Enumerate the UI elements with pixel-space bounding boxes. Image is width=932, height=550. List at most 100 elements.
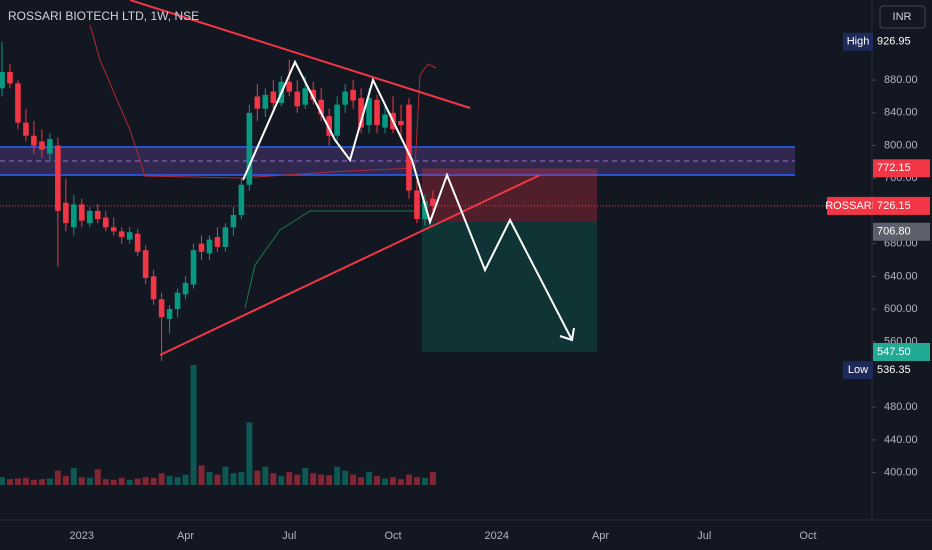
candle-body <box>398 121 404 126</box>
volume-bar <box>70 468 77 485</box>
stop-zone <box>422 168 597 222</box>
x-tick-label: Oct <box>799 530 816 542</box>
volume-bar <box>262 466 269 485</box>
volume-bar <box>302 468 309 485</box>
candle-body <box>94 210 101 220</box>
entry-label: 706.80 <box>877 226 911 238</box>
candle-body <box>286 81 293 92</box>
high-label-box <box>873 32 930 51</box>
candle-body <box>302 88 309 105</box>
candle-body <box>342 91 348 105</box>
volume-bar <box>318 474 325 485</box>
candle-body <box>230 215 237 228</box>
volume-bar <box>230 473 237 485</box>
volume-bar <box>270 473 277 485</box>
moving-average <box>89 24 437 179</box>
high-label-tag <box>843 32 873 51</box>
candle-body <box>430 198 436 206</box>
candle-body <box>406 104 412 191</box>
volume-bar <box>206 471 213 485</box>
volume-bar <box>350 474 357 485</box>
candle-body <box>222 227 229 247</box>
labels-layer: High 926.95 772.15 ROSSARI 726.15 706.80 547.5… <box>825 32 930 380</box>
volume-bar <box>286 471 293 485</box>
currency-box[interactable] <box>879 5 926 29</box>
x-tick-label: Apr <box>592 530 609 542</box>
volume-bar <box>6 479 13 485</box>
y-tick-label: 480.00 <box>884 401 918 413</box>
volume-bar <box>142 477 149 485</box>
volume-bar <box>334 466 341 485</box>
candle-body <box>326 116 332 136</box>
candle-body <box>214 237 221 247</box>
y-tick-label: 440.00 <box>884 434 918 446</box>
low-label-box <box>873 361 930 380</box>
volume-bar <box>94 469 101 485</box>
candle-body <box>254 96 261 109</box>
last-price-label-tag-text: ROSSARI <box>825 200 875 212</box>
candle-body <box>79 204 85 221</box>
volume-bar <box>238 471 245 485</box>
high-label: 926.95 <box>877 36 911 48</box>
trend-line <box>129 0 471 109</box>
volume-bar <box>382 478 389 485</box>
candle-body <box>270 91 277 104</box>
back-layer <box>0 24 872 352</box>
target-zone <box>422 221 597 352</box>
volume-bar <box>110 479 117 485</box>
target-label-box <box>873 342 930 361</box>
volume-bar <box>198 465 205 485</box>
candle-body <box>118 231 125 238</box>
volume-bar <box>62 475 69 485</box>
volume-bar <box>174 477 181 485</box>
stop-label-box <box>873 159 930 178</box>
y-tick-label: 640.00 <box>884 270 918 282</box>
volume-bar <box>358 477 365 485</box>
candle-body <box>71 204 77 228</box>
chart-title: ROSSARI BIOTECH LTD, 1W, NSE <box>8 9 199 23</box>
x-tick-label: 2023 <box>70 530 94 542</box>
candle-body <box>150 276 157 300</box>
candle-body <box>31 135 37 146</box>
candle-body <box>39 141 45 150</box>
volume-bar <box>46 478 53 485</box>
volume-bar <box>390 477 397 485</box>
candle-body <box>23 122 29 136</box>
x-tick-label: Apr <box>177 530 194 542</box>
candle-body <box>166 309 173 319</box>
marks-layer <box>0 41 436 485</box>
target-label: 547.50 <box>877 346 911 358</box>
volume-bar <box>118 477 125 485</box>
volume-bar <box>22 477 29 485</box>
candle-body <box>55 145 61 211</box>
candle-body <box>350 89 356 101</box>
arrow-head <box>559 327 575 342</box>
volume-bar <box>166 475 173 485</box>
stop-label: 772.15 <box>877 162 911 174</box>
volume-bar <box>54 470 61 485</box>
volume-bar <box>222 466 229 485</box>
candle-body <box>310 89 317 100</box>
volume-bar <box>14 478 21 485</box>
high-label-tag-text: High <box>847 36 870 48</box>
candle-body <box>414 190 420 220</box>
x-tick-label: Oct <box>384 530 401 542</box>
volume-bar <box>374 475 381 485</box>
candle-body <box>382 114 388 128</box>
y-tick-label: 880.00 <box>884 74 918 86</box>
volume-bar <box>78 477 85 485</box>
volume-bar <box>405 474 412 485</box>
currency: INR <box>893 11 912 23</box>
volume-bar <box>214 474 221 485</box>
volume-bar <box>294 474 301 485</box>
volume-bar <box>413 477 420 485</box>
volume-bar <box>38 479 45 485</box>
volume-bar <box>429 471 436 485</box>
low-label-tag-text: Low <box>848 364 868 376</box>
candle-body <box>358 98 364 128</box>
volume-bar <box>150 477 157 485</box>
candle-body <box>198 243 205 252</box>
